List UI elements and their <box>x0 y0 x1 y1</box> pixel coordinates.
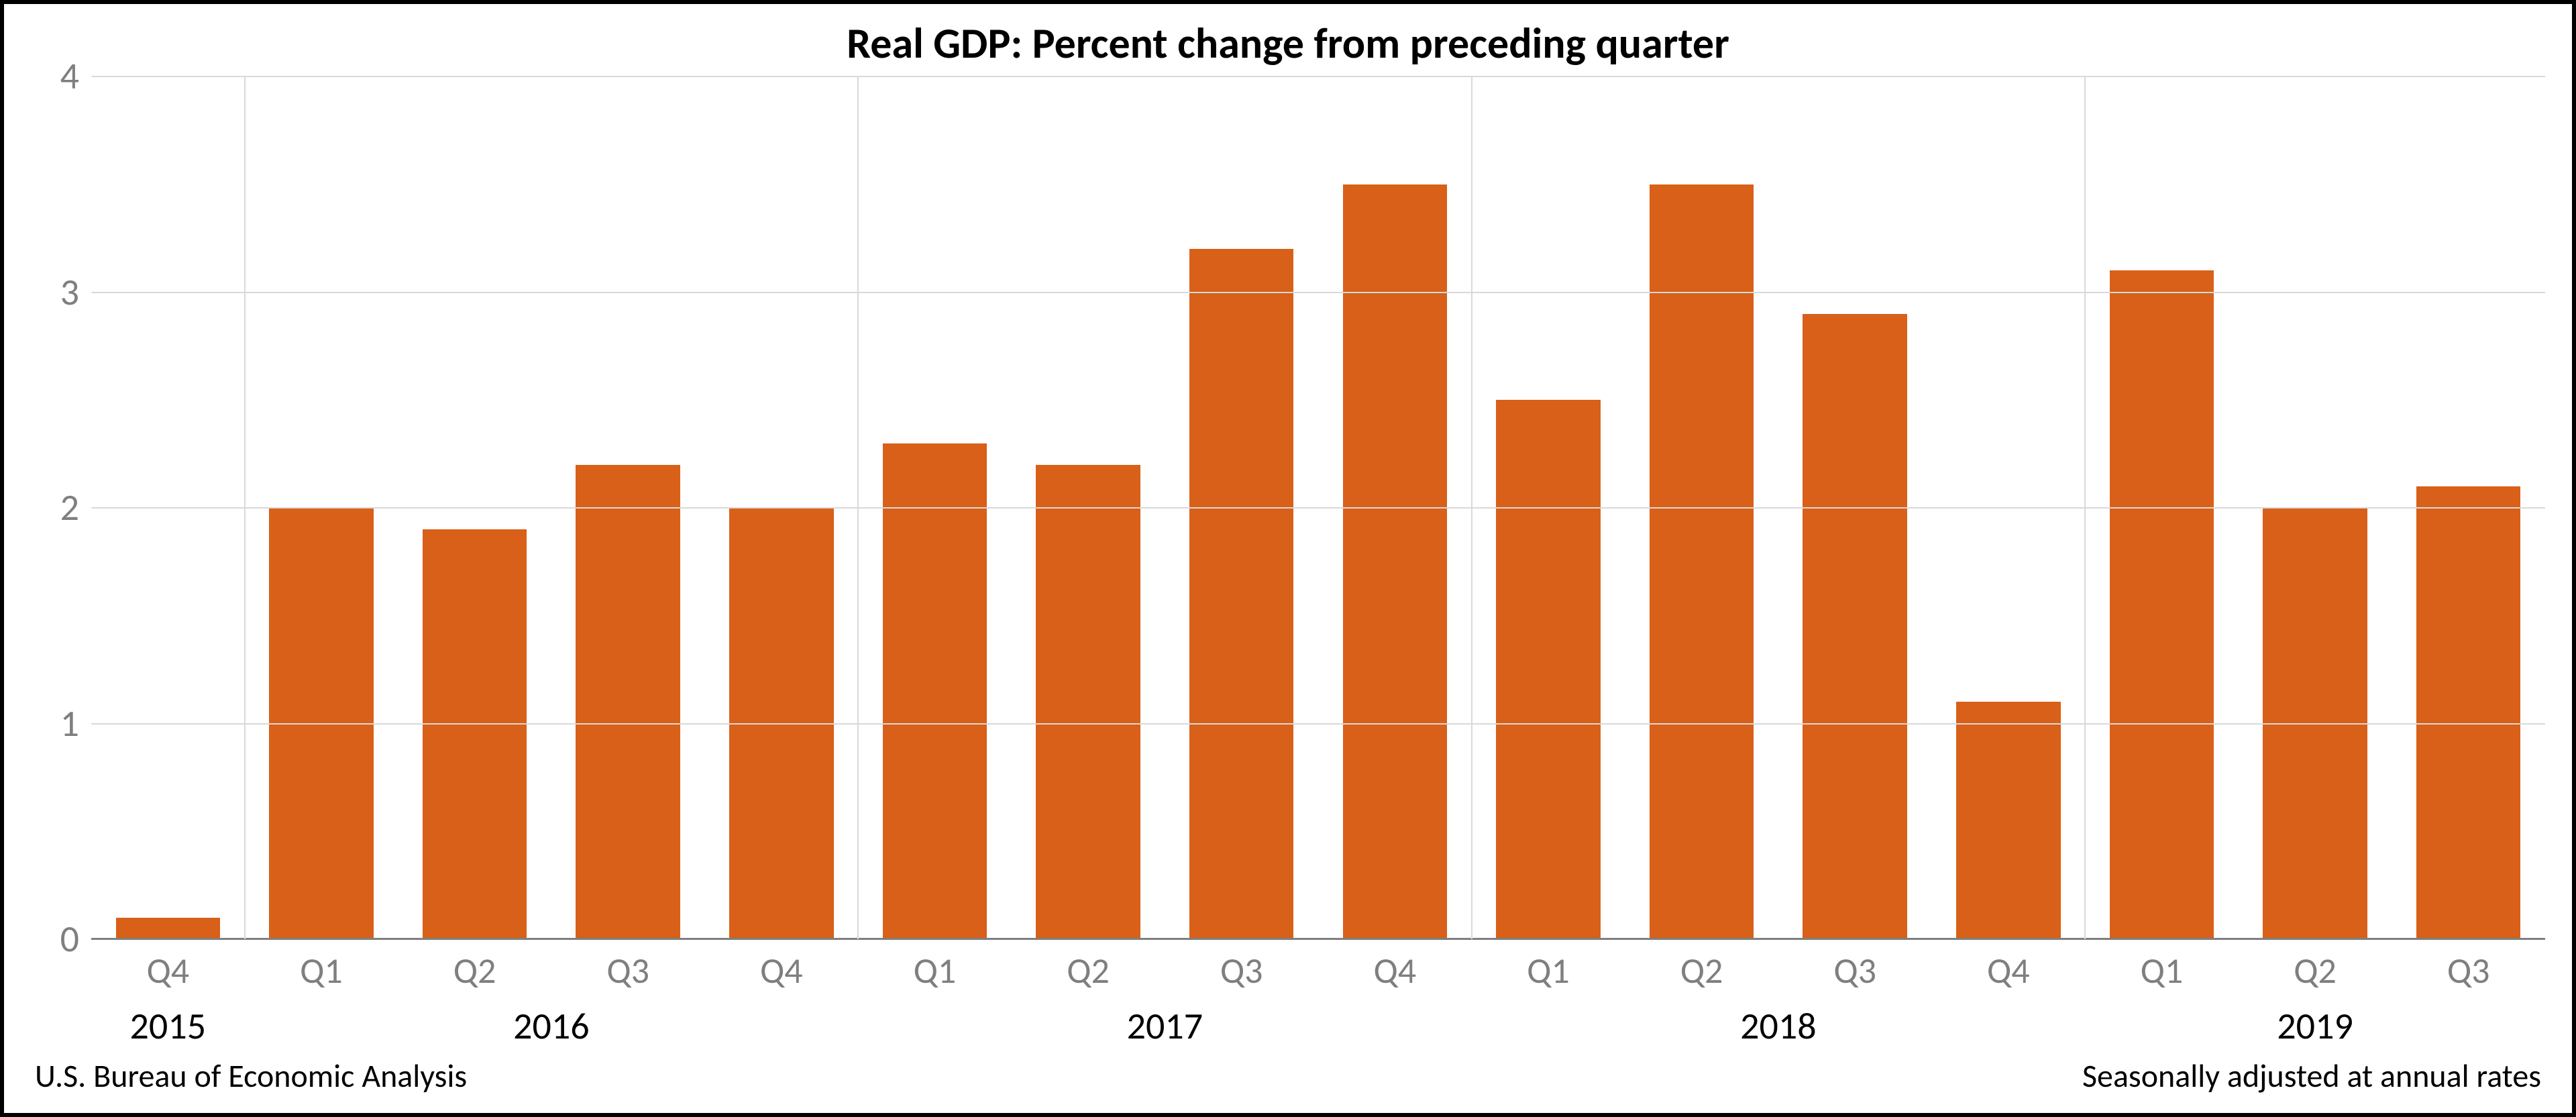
x-category-label: Q3 <box>1165 939 1318 993</box>
chart-area: 01234 <box>31 76 2545 939</box>
bar <box>2110 270 2214 939</box>
x-category-label: Q1 <box>245 939 398 993</box>
x-category-label: Q2 <box>2239 939 2392 993</box>
x-category-label: Q4 <box>91 939 245 993</box>
x-year-label: 2015 <box>130 1004 207 1049</box>
bar <box>116 918 220 939</box>
x-year-label: 2016 <box>513 1004 590 1049</box>
bar <box>883 443 987 939</box>
bar <box>1956 702 2060 939</box>
x-category-label: Q4 <box>1932 939 2086 993</box>
x-axis: Q4Q1Q2Q3Q4Q1Q2Q3Q4Q1Q2Q3Q4Q1Q2Q3 <box>91 939 2545 993</box>
gridline-vertical <box>857 76 859 939</box>
bar <box>1496 400 1600 939</box>
gridline-vertical <box>244 76 246 939</box>
x-category-label: Q1 <box>2085 939 2239 993</box>
y-tick-label: 1 <box>60 701 79 747</box>
bar <box>576 465 680 939</box>
gridline-horizontal <box>91 507 2545 509</box>
x-axis-line <box>91 938 2545 940</box>
x-category-label: Q2 <box>1625 939 1778 993</box>
bar <box>1189 249 1293 939</box>
x-year-label: 2017 <box>1127 1004 1203 1049</box>
x-category-label: Q2 <box>1012 939 1165 993</box>
bar <box>1650 184 1754 939</box>
bar <box>2416 486 2520 939</box>
y-tick-label: 3 <box>60 270 79 315</box>
x-category-label: Q3 <box>551 939 705 993</box>
x-year-row: 2015 2016 2017 2018 2019 <box>91 993 2545 1047</box>
x-category-row: Q4Q1Q2Q3Q4Q1Q2Q3Q4Q1Q2Q3Q4Q1Q2Q3 <box>91 939 2545 993</box>
footer-right: Seasonally adjusted at annual rates <box>2082 1056 2541 1096</box>
chart-frame: Real GDP: Percent change from preceding … <box>0 0 2576 1117</box>
chart-footer: U.S. Bureau of Economic Analysis Seasona… <box>31 1047 2545 1100</box>
x-year-label: 2019 <box>2277 1004 2353 1049</box>
chart-title: Real GDP: Percent change from preceding … <box>31 17 2545 70</box>
x-category-label: Q1 <box>1472 939 1625 993</box>
x-category-label: Q4 <box>1318 939 1472 993</box>
bar <box>1343 184 1447 939</box>
x-category-label: Q1 <box>858 939 1012 993</box>
footer-left: U.S. Bureau of Economic Analysis <box>35 1056 467 1096</box>
gridline-vertical <box>2084 76 2086 939</box>
bar <box>1036 465 1140 939</box>
bar <box>1803 314 1907 939</box>
x-category-label: Q2 <box>398 939 551 993</box>
gridline-horizontal <box>91 292 2545 293</box>
plot-area <box>91 76 2545 939</box>
y-tick-label: 2 <box>60 485 79 531</box>
x-category-label: Q3 <box>1778 939 1932 993</box>
y-tick-label: 0 <box>60 916 79 962</box>
x-category-label: Q3 <box>2392 939 2545 993</box>
x-category-label: Q4 <box>705 939 859 993</box>
y-axis: 01234 <box>31 76 91 939</box>
gridline-vertical <box>1471 76 1472 939</box>
gridline-horizontal <box>91 723 2545 725</box>
x-year-label: 2018 <box>1740 1004 1817 1049</box>
gridline-horizontal <box>91 76 2545 77</box>
y-tick-label: 4 <box>60 54 79 99</box>
bar <box>423 529 527 939</box>
